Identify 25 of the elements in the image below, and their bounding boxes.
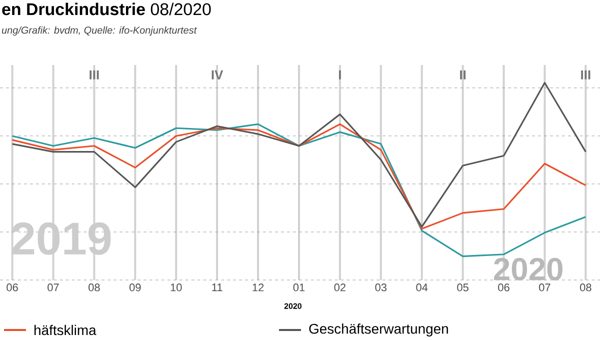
- chart-subtitle: ung/Grafik: bvdm, Quelle: ifo-Konjunkturtest: [2, 26, 197, 36]
- x-tick-label: 08: [580, 284, 592, 292]
- x-tick-label: 01: [293, 284, 305, 292]
- x-tick-label: 02: [334, 284, 346, 292]
- x-tick-label: 11: [212, 284, 222, 292]
- text: III: [90, 70, 99, 80]
- x-tick-label: 07: [539, 284, 550, 292]
- x-tick-label: 05: [457, 284, 468, 292]
- text: II: [460, 70, 466, 80]
- annotation: 2020: [494, 258, 562, 280]
- text: I: [339, 70, 341, 80]
- x-tick-label: 04: [416, 284, 428, 292]
- text: IV: [212, 70, 224, 80]
- x-tick-label: 09: [129, 284, 141, 292]
- x-tick-label: 03: [375, 284, 387, 292]
- x-tick-label: 07: [48, 284, 59, 292]
- chart-title: en Druckindustrie 08/2020: [2, 2, 211, 16]
- x-tick-label: 06: [6, 284, 18, 292]
- x-tick-label: 10: [170, 284, 182, 292]
- x-tick-label: 08: [88, 284, 100, 292]
- legend-label: Geschäftserwartungen: [309, 324, 448, 336]
- x-tick-label: 06: [498, 284, 510, 292]
- text: III: [581, 70, 590, 80]
- x-tick-label: 12: [252, 284, 264, 292]
- legend-label: häftsklima: [34, 324, 96, 336]
